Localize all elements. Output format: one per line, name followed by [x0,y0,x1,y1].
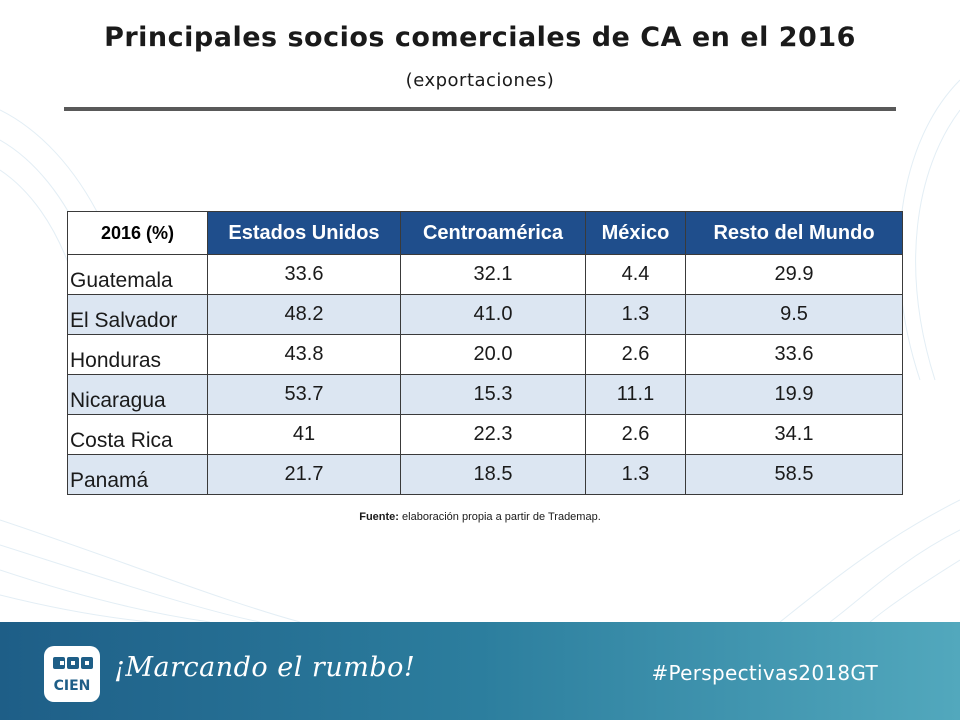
value-cell: 2.6 [585,414,686,455]
value-cell: 33.6 [685,334,903,375]
value-cell: 1.3 [585,454,686,495]
cien-logo: CIEN [44,646,100,702]
country-cell: Honduras [67,334,208,375]
table-row: El Salvador 48.2 41.0 1.3 9.5 [67,294,903,335]
country-cell: El Salvador [67,294,208,335]
column-header: Resto del Mundo [685,211,903,255]
value-cell: 34.1 [685,414,903,455]
table-corner-label: 2016 (%) [67,211,208,255]
logo-text: CIEN [54,678,91,694]
column-header: Centroamérica [400,211,586,255]
value-cell: 43.8 [207,334,401,375]
country-cell: Costa Rica [67,414,208,455]
table-header-row: 2016 (%) Estados Unidos Centroamérica Mé… [67,211,903,255]
column-header: Estados Unidos [207,211,401,255]
source-text: elaboración propia a partir de Trademap. [398,511,601,523]
value-cell: 20.0 [400,334,586,375]
value-cell: 22.3 [400,414,586,455]
value-cell: 33.6 [207,254,401,295]
footer-banner: CIEN ¡Marcando el rumbo! #Perspectivas20… [0,622,960,720]
value-cell: 2.6 [585,334,686,375]
source-label: Fuente: [359,511,399,523]
slide-title: Principales socios comerciales de CA en … [104,22,856,53]
table-row: Guatemala 33.6 32.1 4.4 29.9 [67,254,903,295]
value-cell: 21.7 [207,454,401,495]
value-cell: 48.2 [207,294,401,335]
country-cell: Guatemala [67,254,208,295]
value-cell: 4.4 [585,254,686,295]
table-row: Panamá 21.7 18.5 1.3 58.5 [67,454,903,495]
table-row: Honduras 43.8 20.0 2.6 33.6 [67,334,903,375]
background-wave-decoration [0,79,960,622]
table-row: Costa Rica 41 22.3 2.6 34.1 [67,414,903,455]
footer-hashtag: #Perspectivas2018GT [651,661,878,685]
cien-logo-icon: CIEN [53,657,93,694]
value-cell: 53.7 [207,374,401,415]
value-cell: 18.5 [400,454,586,495]
value-cell: 41 [207,414,401,455]
value-cell: 41.0 [400,294,586,335]
value-cell: 19.9 [685,374,903,415]
title-divider [64,107,896,111]
value-cell: 29.9 [685,254,903,295]
value-cell: 1.3 [585,294,686,335]
trade-partners-table: 2016 (%) Estados Unidos Centroamérica Mé… [67,211,903,495]
slide-subtitle: (exportaciones) [405,70,555,91]
country-cell: Nicaragua [67,374,208,415]
value-cell: 32.1 [400,254,586,295]
value-cell: 15.3 [400,374,586,415]
source-note: Fuente: elaboración propia a partir de T… [0,511,960,523]
country-cell: Panamá [67,454,208,495]
value-cell: 9.5 [685,294,903,335]
value-cell: 11.1 [585,374,686,415]
column-header: México [585,211,686,255]
value-cell: 58.5 [685,454,903,495]
footer-tagline: ¡Marcando el rumbo! [114,652,416,683]
table-row: Nicaragua 53.7 15.3 11.1 19.9 [67,374,903,415]
